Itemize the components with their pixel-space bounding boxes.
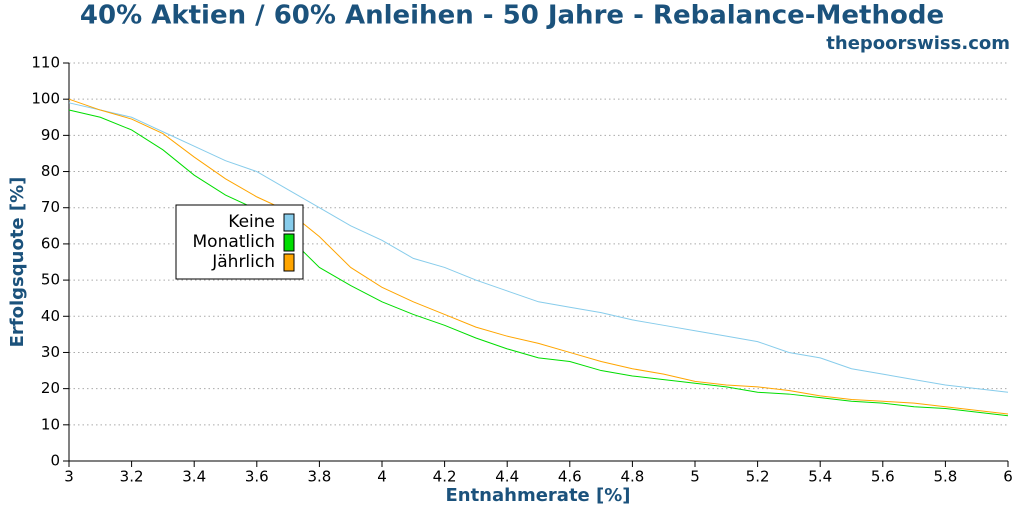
x-axis-label: Entnahmerate [%]: [445, 485, 630, 506]
x-tick-label: 3.4: [182, 468, 206, 486]
x-tick-label: 3.2: [120, 468, 144, 486]
line: [68, 102, 1009, 393]
x-tick-label: 5.2: [746, 468, 770, 486]
x-tick-label: 3.6: [245, 468, 269, 486]
chart-title: 40% Aktien / 60% Anleihen - 50 Jahre - R…: [80, 1, 944, 31]
legend-label: Monatlich: [193, 232, 276, 252]
y-tick-label: 40: [41, 307, 60, 325]
y-tick-label: 100: [31, 90, 60, 108]
y-tick-label: 90: [41, 126, 60, 144]
legend-swatch: [283, 213, 295, 232]
x-tick-label: 4.6: [558, 468, 582, 486]
legend-swatch: [283, 253, 295, 272]
legend-swatch: [283, 233, 295, 252]
x-tick-label: 3.8: [307, 468, 331, 486]
x-tick-label: 5: [690, 468, 700, 486]
y-tick-label: 80: [41, 162, 60, 180]
line: [68, 109, 1009, 417]
x-tick-label: 5.8: [933, 468, 957, 486]
x-tick-label: 3: [64, 468, 74, 486]
y-tick-label: 0: [50, 452, 60, 470]
legend-label: Keine: [228, 212, 275, 232]
legend-label: Jährlich: [211, 252, 275, 272]
y-tick-label: 60: [41, 234, 60, 252]
line: [68, 98, 1009, 415]
y-tick-label: 110: [31, 54, 60, 72]
x-tick-label: 5.6: [871, 468, 895, 486]
x-tick-label: 4.4: [495, 468, 519, 486]
x-tick-label: 5.4: [808, 468, 832, 486]
y-tick-label: 70: [41, 198, 60, 216]
x-tick-label: 4.8: [620, 468, 644, 486]
y-tick-label: 30: [41, 343, 60, 361]
y-tick-label: 50: [41, 271, 60, 289]
legend-box: [175, 204, 304, 280]
x-tick-label: 6: [1003, 468, 1013, 486]
y-tick-label: 20: [41, 379, 60, 397]
y-tick-label: 10: [41, 415, 60, 433]
x-tick-label: 4: [377, 468, 387, 486]
chart-subtitle: thepoorswiss.com: [826, 33, 1010, 54]
y-axis-label: Erfolgsquote [%]: [7, 177, 28, 348]
x-tick-label: 4.2: [433, 468, 457, 486]
